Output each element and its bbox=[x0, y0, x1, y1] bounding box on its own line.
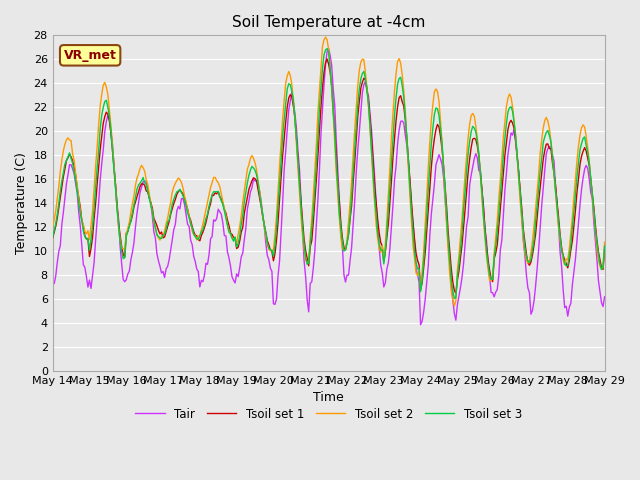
Tsoil set 3 bbox=[49, 234, 56, 240]
Tsoil set 2 bbox=[396, 56, 403, 61]
Tsoil set 3 bbox=[323, 46, 331, 51]
Tsoil set 3 bbox=[365, 102, 372, 108]
Tsoil set 3 bbox=[152, 225, 159, 230]
Tair bbox=[152, 235, 159, 241]
Tsoil set 2 bbox=[451, 303, 458, 309]
Tair bbox=[324, 46, 332, 51]
Tsoil set 3 bbox=[383, 229, 390, 235]
Tsoil set 2 bbox=[601, 240, 609, 245]
Tsoil set 1 bbox=[323, 56, 331, 62]
Tsoil set 1 bbox=[396, 95, 403, 100]
Line: Tair: Tair bbox=[52, 48, 605, 325]
Line: Tsoil set 2: Tsoil set 2 bbox=[52, 37, 605, 306]
Title: Soil Temperature at -4cm: Soil Temperature at -4cm bbox=[232, 15, 426, 30]
Tair bbox=[365, 93, 372, 99]
Tair bbox=[49, 279, 56, 285]
Line: Tsoil set 3: Tsoil set 3 bbox=[52, 48, 605, 299]
Tsoil set 2 bbox=[64, 135, 72, 141]
Tsoil set 3 bbox=[396, 75, 403, 81]
Tsoil set 2 bbox=[383, 218, 390, 224]
Line: Tsoil set 1: Tsoil set 1 bbox=[52, 59, 605, 293]
Tsoil set 3 bbox=[451, 296, 458, 301]
Tsoil set 1 bbox=[64, 155, 72, 161]
Tsoil set 3 bbox=[601, 243, 609, 249]
Tsoil set 3 bbox=[64, 154, 72, 159]
Tair bbox=[383, 266, 390, 272]
Tsoil set 2 bbox=[152, 226, 159, 231]
Tsoil set 1 bbox=[536, 184, 544, 190]
Y-axis label: Temperature (C): Temperature (C) bbox=[15, 152, 28, 254]
Tsoil set 1 bbox=[152, 219, 159, 225]
Text: VR_met: VR_met bbox=[64, 49, 116, 62]
Tsoil set 2 bbox=[49, 224, 56, 229]
Tair bbox=[64, 172, 72, 178]
Tair bbox=[536, 224, 544, 230]
Tsoil set 1 bbox=[365, 98, 372, 104]
Tsoil set 1 bbox=[383, 234, 390, 240]
Tsoil set 1 bbox=[601, 247, 609, 253]
Tsoil set 1 bbox=[49, 235, 56, 240]
X-axis label: Time: Time bbox=[313, 391, 344, 404]
Legend: Tair, Tsoil set 1, Tsoil set 2, Tsoil set 3: Tair, Tsoil set 1, Tsoil set 2, Tsoil se… bbox=[131, 403, 527, 425]
Tair bbox=[396, 127, 403, 133]
Tsoil set 2 bbox=[536, 150, 544, 156]
Tsoil set 1 bbox=[452, 290, 460, 296]
Tair bbox=[417, 322, 424, 328]
Tsoil set 3 bbox=[536, 168, 544, 174]
Tsoil set 2 bbox=[322, 34, 330, 40]
Tsoil set 2 bbox=[365, 104, 372, 109]
Tair bbox=[601, 294, 609, 300]
